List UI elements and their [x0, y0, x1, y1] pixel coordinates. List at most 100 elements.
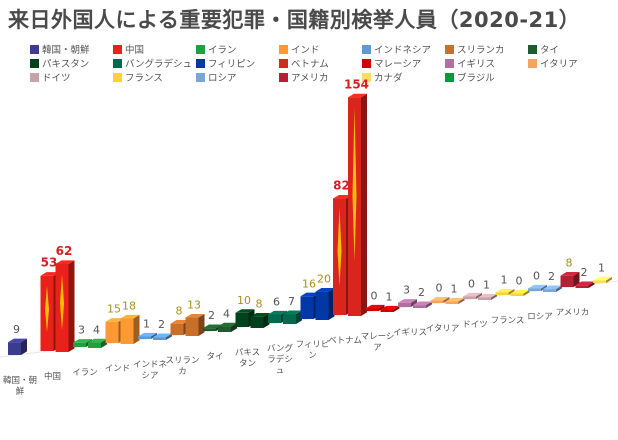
bar [575, 285, 589, 288]
bar-side [68, 260, 75, 352]
category-label: ラデシ [267, 354, 293, 365]
bar-top [333, 194, 352, 199]
legend-label: インド [291, 45, 320, 56]
data-label: 13 [187, 299, 201, 312]
legend-label: インドネシア [374, 45, 432, 56]
bar [8, 342, 21, 355]
legend-item: インド [279, 42, 320, 56]
legend-label: マレーシア [374, 59, 422, 70]
bar-side [491, 293, 497, 300]
data-label: 3 [78, 324, 85, 337]
bar-side [458, 297, 465, 304]
legend-swatch [528, 58, 537, 68]
data-label: 4 [93, 323, 100, 336]
legend-item: フィリピン [196, 56, 255, 70]
legend-item: イラン [196, 42, 237, 56]
bar-top [380, 305, 400, 310]
data-label: 7 [288, 295, 295, 308]
legend-item: インドネシア [362, 42, 431, 56]
category-label: パキス [235, 348, 260, 358]
bar [528, 288, 541, 291]
legend-label: スリランカ [457, 45, 505, 56]
bar-top [398, 299, 417, 303]
data-label: 8 [256, 298, 263, 311]
bar-top [170, 320, 190, 324]
data-label: 16 [302, 277, 316, 290]
bar-top [495, 288, 515, 293]
bar-top [315, 288, 335, 292]
legend-label: ブラジル [457, 73, 495, 84]
bar [235, 312, 249, 327]
data-label: 0 [371, 290, 378, 303]
data-label: 0 [516, 275, 523, 288]
bar-top [430, 296, 450, 301]
legend-label: フィリピン [208, 59, 256, 70]
bar-side [166, 333, 172, 340]
data-label: 1 [451, 283, 458, 296]
legend-item: ブラジル [445, 70, 495, 84]
category-label: 鮮 [16, 386, 25, 397]
category-label: ア [373, 343, 382, 353]
data-label: 1 [598, 262, 605, 275]
legend-label: タイ [540, 45, 560, 56]
legend-label: ロシア [208, 73, 237, 84]
bar [478, 297, 491, 300]
data-label: 1 [483, 279, 490, 292]
bar [315, 291, 329, 320]
category-label: インド [105, 364, 131, 374]
bar [250, 316, 264, 328]
legend-swatch [279, 58, 288, 68]
bar-top [560, 272, 580, 276]
bar-emblem [60, 273, 64, 330]
legend-swatch [445, 72, 454, 82]
bar-top [300, 292, 320, 297]
bar-side [21, 338, 27, 355]
category-label: 韓国・朝 [3, 375, 37, 386]
bar [120, 318, 134, 344]
bar-side [393, 305, 400, 312]
bar-top [153, 333, 172, 338]
legend-swatch [279, 72, 288, 82]
bar [560, 275, 574, 287]
bar-side [476, 292, 482, 299]
data-label: 154 [344, 77, 369, 91]
legend-item: ベトナム [279, 56, 329, 70]
bar-top [575, 281, 595, 286]
legend-label: パキスタン [42, 59, 90, 70]
legend-label: イギリス [457, 59, 496, 70]
legend-label: アメリカ [291, 73, 329, 84]
category-label: インドネ [133, 360, 167, 370]
bar-top [185, 313, 205, 318]
legend-swatch [528, 44, 537, 54]
legend-swatch [445, 58, 454, 68]
bar-side [151, 332, 157, 339]
legend-item: タイ [528, 42, 559, 56]
bar [300, 296, 314, 319]
bar-side [426, 301, 432, 308]
bar-side [606, 276, 612, 283]
legend-label: 中国 [125, 45, 145, 56]
bar-side [361, 93, 367, 316]
legend-item: マレーシア [362, 56, 421, 70]
legend-swatch [30, 72, 39, 82]
bar-top [593, 276, 612, 281]
bar-top [365, 304, 385, 309]
category-label: マレーシ [361, 332, 395, 342]
data-label: 1 [501, 274, 508, 287]
bar-top [73, 339, 92, 343]
legend-swatch [196, 44, 205, 54]
category-label: イタリア [426, 324, 460, 334]
bar [593, 280, 606, 283]
bar [463, 296, 476, 299]
legend-item: アメリカ [279, 70, 329, 84]
bar [73, 342, 86, 347]
legend-label: 韓国・朝鮮 [42, 45, 90, 56]
legend-item: イギリス [445, 56, 495, 70]
category-label: フィリピ [296, 340, 330, 350]
legend-swatch [113, 58, 122, 68]
legend-label: ドイツ [42, 73, 71, 84]
category-label: ロシア [527, 312, 553, 322]
legend-item: スリランカ [445, 42, 505, 56]
legend-item: フランス [113, 70, 163, 84]
